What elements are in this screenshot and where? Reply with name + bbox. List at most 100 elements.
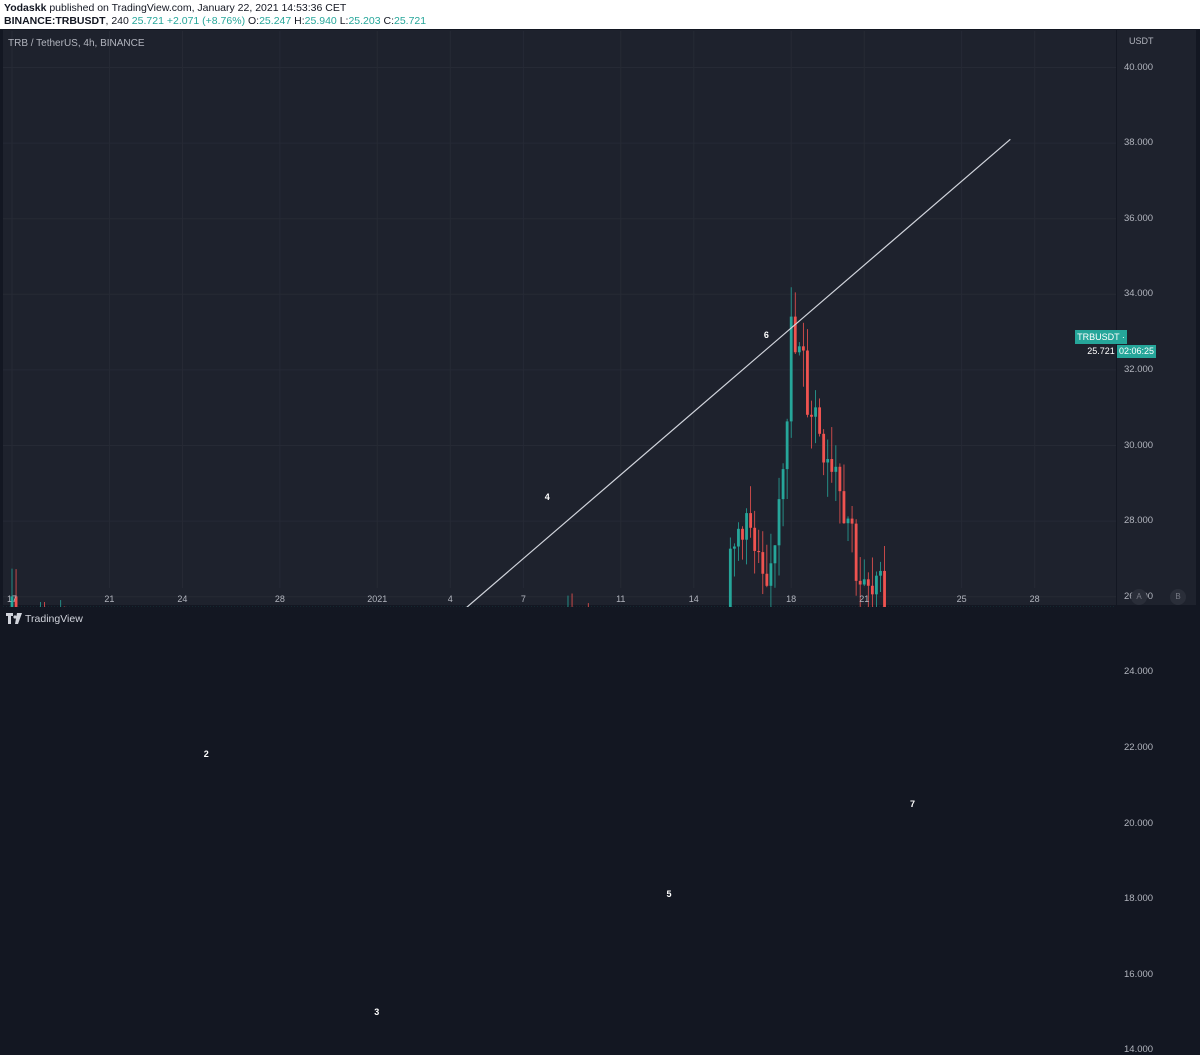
candle [733, 543, 736, 576]
auto-scale-button[interactable]: A [1131, 589, 1147, 605]
candle-body [875, 576, 878, 595]
candle [774, 545, 777, 588]
candle [778, 478, 781, 576]
trendline-upper[interactable] [207, 139, 1011, 632]
candle-body [863, 579, 866, 584]
wave-label: 7 [910, 799, 915, 809]
pair-title: TRB / TetherUS, 4h, BINANCE [8, 38, 145, 49]
candle-body [782, 469, 785, 499]
time-tick-label: 21 [859, 594, 869, 604]
candle-body [802, 346, 805, 350]
last-price-tag: TRBUSDT · 25.721 [1075, 330, 1127, 344]
footer [0, 607, 1200, 632]
candle [741, 526, 744, 559]
price-tick-label: 28.000 [1124, 515, 1153, 526]
wave-label: 6 [764, 330, 769, 340]
trendlines[interactable] [158, 139, 1059, 632]
candle [798, 342, 801, 355]
candle-body [871, 586, 874, 595]
candle-body [745, 513, 748, 540]
price-tick-label: 16.000 [1124, 969, 1153, 980]
candle [749, 486, 752, 538]
time-tick-label: 4 [448, 594, 453, 604]
candle [863, 559, 866, 586]
time-tick-label: 25 [957, 594, 967, 604]
candle-body [774, 545, 777, 563]
candle [843, 464, 846, 523]
candle-body [741, 529, 744, 540]
candle-body [822, 434, 825, 463]
candle [753, 511, 756, 574]
candle [790, 287, 793, 438]
candle-body [851, 519, 854, 524]
candle [834, 445, 837, 501]
candle-body [834, 467, 837, 472]
time-tick-label: 24 [177, 594, 187, 604]
candle-body [879, 571, 882, 576]
price-tick-label: 22.000 [1124, 742, 1153, 753]
candle [871, 557, 874, 613]
candle-body [770, 563, 773, 586]
candle [810, 401, 813, 449]
time-tick-label: 28 [1030, 594, 1040, 604]
candle-body [761, 552, 764, 574]
price-tick-label: 36.000 [1124, 213, 1153, 224]
candle-body [847, 519, 850, 524]
time-tick-label: 17 [7, 594, 17, 604]
candle [814, 390, 817, 443]
candle-body [839, 467, 842, 491]
time-tick-label: 11 [616, 594, 625, 604]
log-scale-button[interactable]: B [1170, 589, 1186, 605]
bar-countdown-timer: 02:06:25 [1117, 345, 1156, 358]
tradingview-brand[interactable]: TradingView [25, 613, 83, 625]
candle [830, 427, 833, 483]
price-tick-label: 34.000 [1124, 288, 1153, 299]
candle-body [733, 546, 736, 548]
time-tick-label: 2021 [367, 594, 387, 604]
candle-body [757, 551, 760, 552]
candle-body [753, 528, 756, 551]
price-tick-label: 14.000 [1124, 1044, 1153, 1055]
time-tick-label: 28 [275, 594, 285, 604]
price-tick-label: 32.000 [1124, 364, 1153, 375]
time-tick-label: 14 [689, 594, 699, 604]
candle-body [859, 581, 862, 585]
candle [761, 531, 764, 594]
chart-canvas [0, 0, 1200, 632]
wave-label: 5 [666, 889, 671, 899]
candle [782, 463, 785, 526]
tradingview-logo-icon[interactable] [6, 613, 22, 625]
candle-body [786, 421, 789, 469]
candle [826, 440, 829, 497]
candle-body [818, 407, 821, 433]
time-tick-label: 7 [521, 594, 526, 604]
candle [802, 323, 805, 387]
candle [818, 398, 821, 436]
candle-body [855, 524, 858, 581]
candle [822, 429, 825, 475]
price-tick-label: 18.000 [1124, 893, 1153, 904]
candle-body [749, 513, 752, 528]
candle-body [826, 459, 829, 462]
candle [839, 463, 842, 523]
time-tick-label: 18 [786, 594, 796, 604]
candle [757, 530, 760, 563]
candle [770, 534, 773, 616]
price-tick-label: 30.000 [1124, 440, 1153, 451]
candle [855, 519, 858, 596]
grid-lines [3, 31, 1116, 632]
price-tick-label: 38.000 [1124, 137, 1153, 148]
candle-body [867, 579, 870, 585]
wave-label: 4 [545, 492, 550, 502]
price-tick-label: 24.000 [1124, 666, 1153, 677]
candle-body [806, 351, 809, 415]
candle-body [790, 317, 793, 422]
wave-label: 2 [204, 749, 209, 759]
candle [765, 545, 768, 587]
candle-body [830, 459, 833, 472]
candle-body [765, 574, 768, 586]
candle-body [843, 491, 846, 523]
candle-body [810, 415, 813, 417]
candle [879, 562, 882, 592]
time-tick-label: 21 [104, 594, 114, 604]
